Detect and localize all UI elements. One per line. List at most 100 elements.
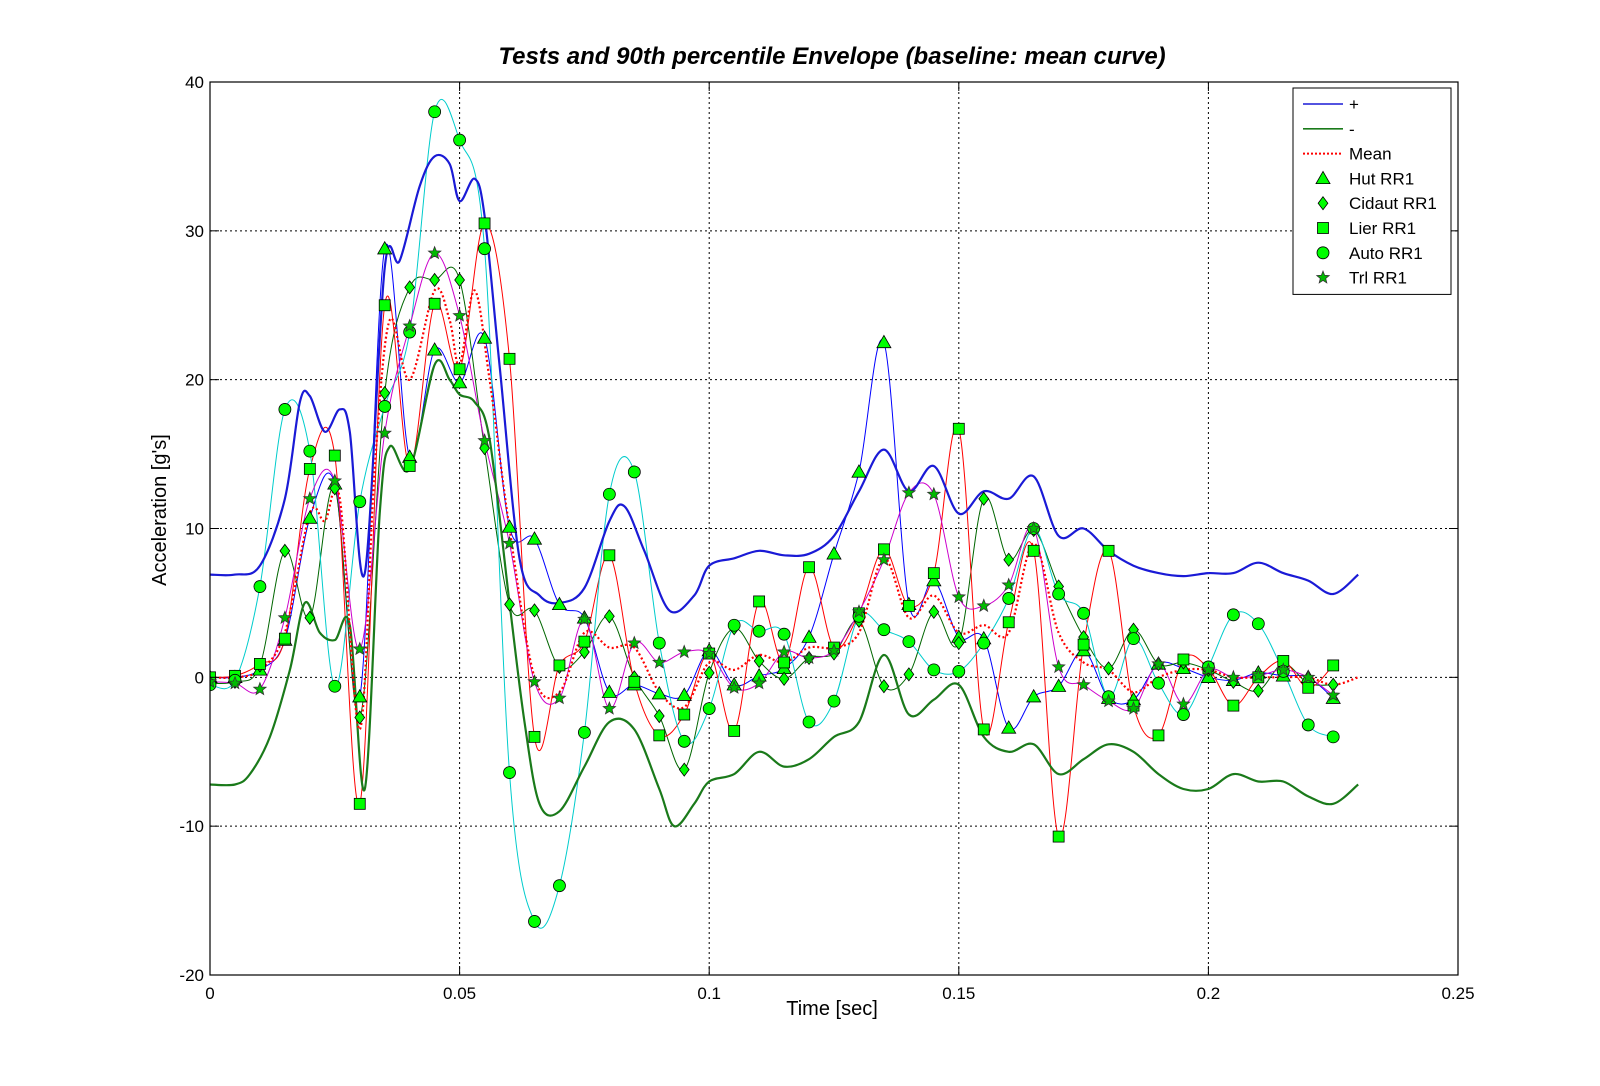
legend-label: Auto RR1 xyxy=(1349,244,1423,263)
data-point xyxy=(210,674,218,688)
x-tick-label: 0.25 xyxy=(1441,984,1474,1003)
data-point xyxy=(1001,577,1016,592)
data-point xyxy=(926,486,942,501)
data-point xyxy=(952,664,966,678)
data-point xyxy=(379,385,391,401)
data-point xyxy=(404,280,416,295)
data-point xyxy=(1025,688,1042,703)
legend-marker xyxy=(1317,196,1329,211)
data-point xyxy=(527,674,542,689)
data-point xyxy=(303,463,316,475)
data-point xyxy=(1101,693,1116,708)
data-point xyxy=(1127,632,1140,646)
data-point xyxy=(1302,681,1315,694)
legend-label: Lier RR1 xyxy=(1349,219,1416,238)
legend-label: Trl RR1 xyxy=(1349,269,1407,288)
legend-item-lier-rr1: Lier RR1 xyxy=(1317,219,1416,238)
series-line-mean xyxy=(210,287,1359,731)
data-point xyxy=(551,596,568,611)
data-point xyxy=(504,597,515,612)
data-point xyxy=(452,308,467,322)
data-point xyxy=(553,879,566,893)
data-point xyxy=(627,465,641,479)
data-point xyxy=(428,105,442,119)
data-point xyxy=(728,725,741,737)
data-point xyxy=(877,623,891,637)
data-point xyxy=(926,572,942,587)
x-axis-label: Time [sec] xyxy=(786,998,878,1020)
data-point xyxy=(377,425,392,440)
legend-label: Cidaut RR1 xyxy=(1349,194,1437,213)
data-point xyxy=(827,694,841,708)
data-point xyxy=(1003,552,1015,567)
data-point xyxy=(651,685,667,700)
data-point xyxy=(1327,659,1340,672)
data-point xyxy=(578,726,591,739)
data-point xyxy=(552,690,567,705)
legend-item-trl-rr1: Trl RR1 xyxy=(1315,269,1407,288)
data-point xyxy=(753,653,765,669)
legend-label: Hut RR1 xyxy=(1349,169,1414,188)
data-point xyxy=(678,708,691,721)
chart-title: Tests and 90th percentile Envelope (base… xyxy=(498,43,1165,70)
data-point xyxy=(253,580,267,593)
data-point xyxy=(702,702,716,715)
data-point xyxy=(353,797,366,810)
data-point xyxy=(751,675,767,690)
data-point xyxy=(1227,699,1240,712)
data-point xyxy=(277,610,293,625)
data-point xyxy=(503,352,516,365)
data-point xyxy=(602,701,617,715)
data-point xyxy=(352,688,368,703)
data-point xyxy=(502,535,517,550)
data-point xyxy=(977,723,990,736)
legend-item-auto-rr1: Auto RR1 xyxy=(1316,244,1423,263)
data-point xyxy=(951,589,967,604)
data-point xyxy=(802,715,816,729)
y-tick-label: 40 xyxy=(185,73,204,92)
data-point xyxy=(1027,544,1040,557)
data-point xyxy=(976,598,991,613)
data-point xyxy=(553,659,566,672)
data-point xyxy=(278,632,291,645)
data-point xyxy=(601,684,618,698)
data-point xyxy=(476,330,493,344)
data-point xyxy=(1052,830,1065,843)
data-point xyxy=(402,318,417,333)
series-layer xyxy=(210,98,1359,929)
y-tick-label: 30 xyxy=(185,222,204,241)
data-point xyxy=(451,374,468,389)
data-point xyxy=(477,433,492,447)
series-line-cidaut-rr1 xyxy=(210,266,1334,771)
legend-item-mean: Mean xyxy=(1303,145,1392,164)
data-point xyxy=(876,334,892,349)
data-point xyxy=(478,217,491,230)
data-point xyxy=(927,567,940,580)
data-point xyxy=(652,654,667,669)
data-point xyxy=(378,299,391,312)
data-point xyxy=(528,730,541,743)
data-point xyxy=(876,552,892,566)
data-point xyxy=(252,681,268,696)
x-tick-label: 0.2 xyxy=(1197,984,1221,1003)
data-point xyxy=(303,444,317,458)
data-point xyxy=(1151,656,1166,671)
data-point xyxy=(851,604,867,619)
legend-item-hut-rr1: Hut RR1 xyxy=(1315,169,1414,188)
data-point xyxy=(978,491,990,506)
x-tick-label: 0 xyxy=(205,984,214,1003)
data-point xyxy=(826,545,842,560)
data-point xyxy=(1201,662,1216,677)
data-point xyxy=(1077,638,1090,651)
data-point xyxy=(803,561,815,574)
data-point xyxy=(1226,608,1240,622)
data-point xyxy=(254,658,266,670)
legend: + - Mean Hut RR1 Cidaut RR1 Lier RR1 Auto RR1 T… xyxy=(1292,87,1452,295)
data-point xyxy=(927,663,941,677)
data-point xyxy=(776,644,792,659)
data-point xyxy=(378,400,392,413)
data-point xyxy=(727,618,741,632)
axes: 0 0.05 0.1 0.15 0.2 0.25 -20 -10 0 10 20 30 40 xyxy=(179,73,1474,1003)
data-point xyxy=(426,342,443,356)
data-point xyxy=(1001,720,1017,734)
